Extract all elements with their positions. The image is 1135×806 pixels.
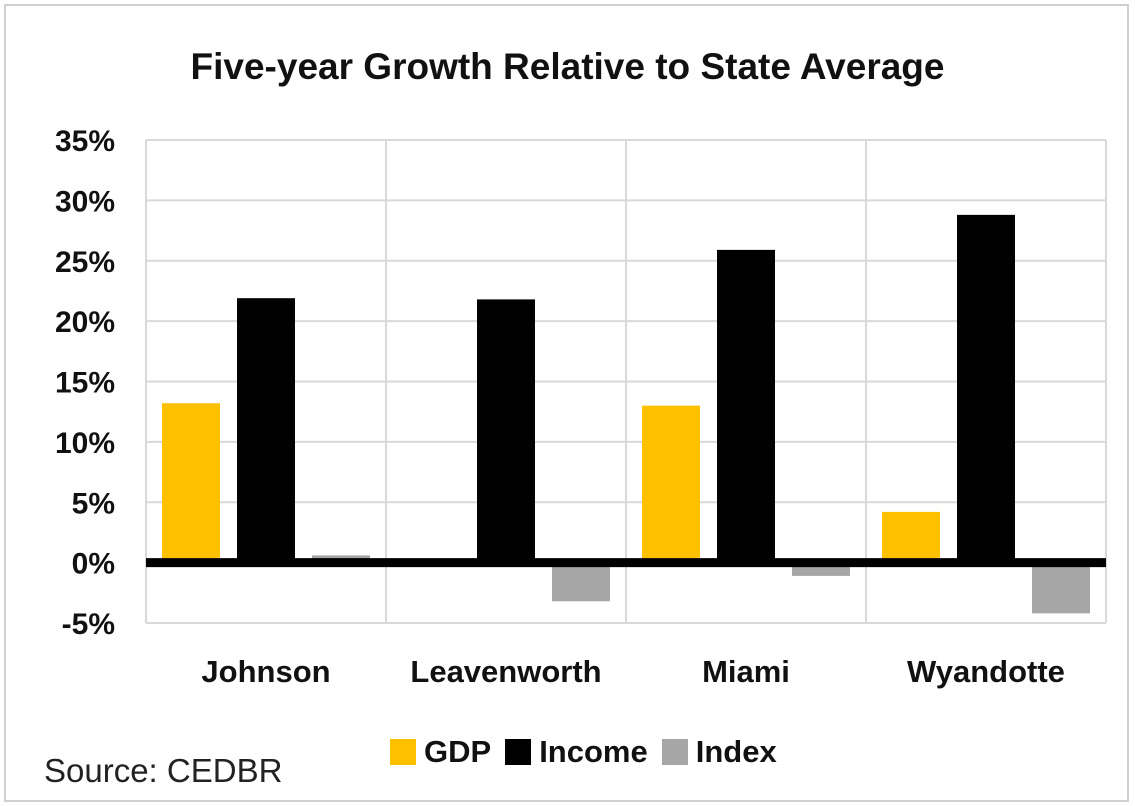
y-tick-label: 35% <box>55 125 115 158</box>
y-tick-label: 25% <box>55 246 115 279</box>
x-category-label: Miami <box>702 654 790 689</box>
legend-swatch-index <box>661 739 688 765</box>
y-tick-label: 20% <box>55 306 115 339</box>
x-category-label: Johnson <box>201 654 330 689</box>
chart-frame <box>4 4 1129 802</box>
legend-item-income: Income <box>505 734 648 770</box>
legend-swatch-gdp <box>390 739 416 765</box>
y-tick-label: 5% <box>72 487 115 520</box>
legend-swatch-income <box>505 739 532 765</box>
chart-title: Five-year Growth Relative to State Avera… <box>190 46 945 87</box>
source-note: Source: CEDBR <box>44 752 283 789</box>
legend-item-gdp: GDP <box>390 734 491 770</box>
y-tick-label: 15% <box>55 367 115 400</box>
bar-income-miami <box>717 249 775 563</box>
bar-index-leavenworth <box>552 562 610 602</box>
bar-income-leavenworth <box>477 299 535 563</box>
legend: GDP Income Index <box>390 734 791 770</box>
labels-layer: 35% 30% 25% 20% 15% 10% 5% 0% -5% Johnson Leavenwo… <box>55 125 1065 689</box>
bars-layer <box>162 214 1090 614</box>
legend-label-income: Income <box>539 734 648 769</box>
bar-income-johnson <box>237 298 295 563</box>
legend-item-index: Index <box>661 734 777 770</box>
x-category-label: Wyandotte <box>907 654 1065 689</box>
legend-label-index: Index <box>695 734 777 769</box>
bar-income-wyandotte <box>957 214 1015 563</box>
y-tick-label: -5% <box>62 608 115 641</box>
bar-index-wyandotte <box>1032 562 1090 614</box>
bar-gdp-miami <box>642 405 700 563</box>
y-tick-label: 10% <box>55 427 115 460</box>
bar-gdp-wyandotte <box>882 511 940 563</box>
grid-layer <box>145 139 1107 624</box>
y-tick-label: 30% <box>55 185 115 218</box>
x-category-label: Leavenworth <box>410 654 601 689</box>
y-tick-label: 0% <box>72 548 115 581</box>
bar-gdp-johnson <box>162 403 220 563</box>
legend-label-gdp: GDP <box>424 734 492 769</box>
